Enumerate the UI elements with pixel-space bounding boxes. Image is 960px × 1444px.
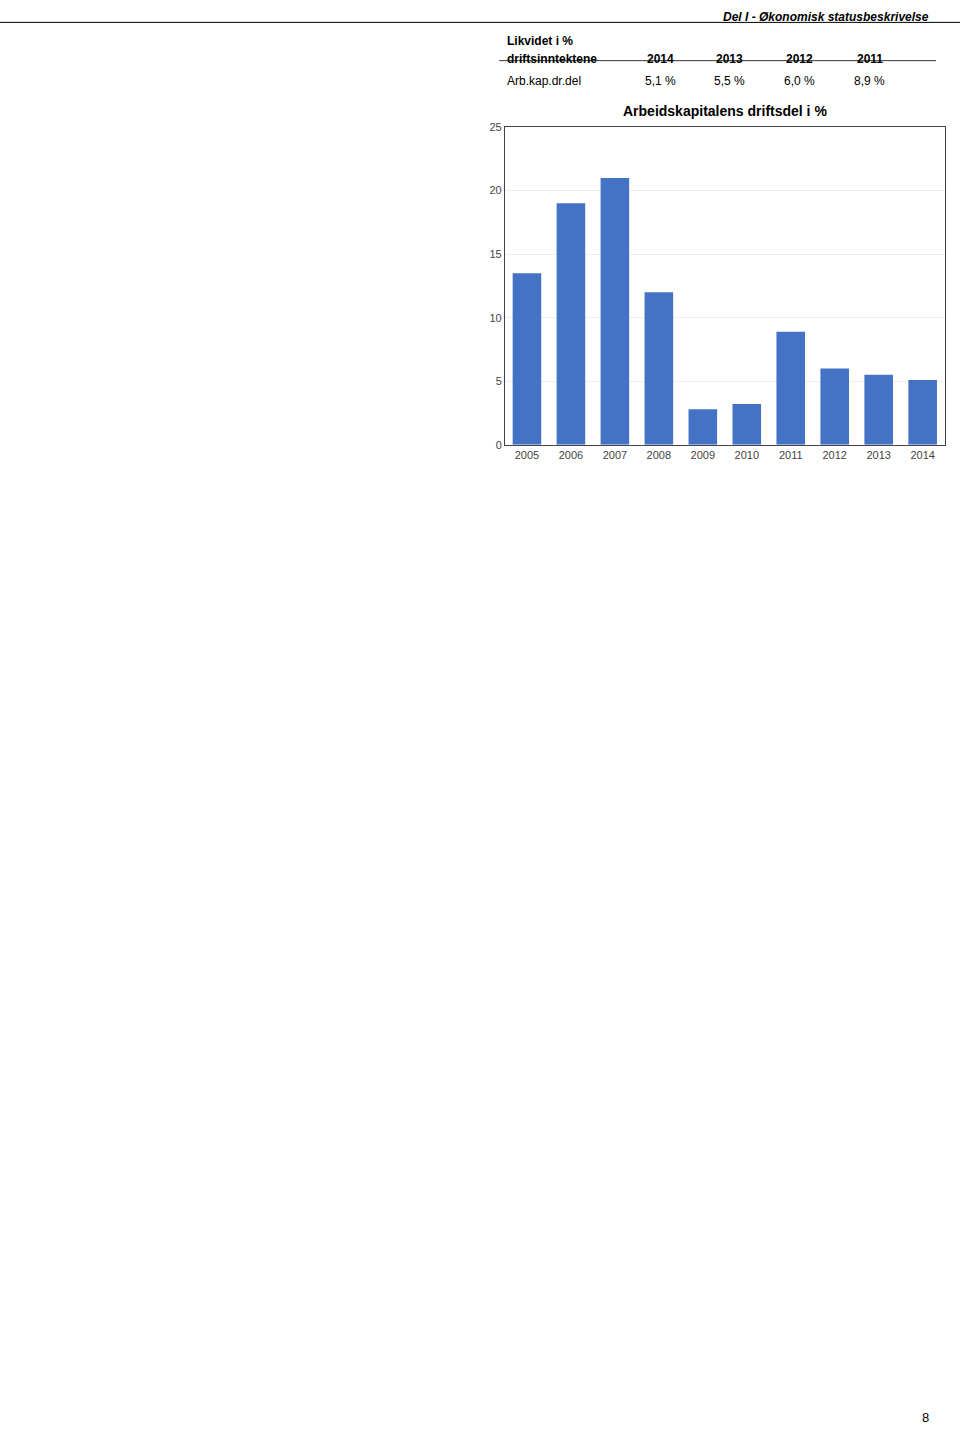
svg-text:20: 20 — [490, 184, 502, 196]
svg-text:2007: 2007 — [603, 449, 627, 461]
svg-text:8: 8 — [922, 1410, 929, 1425]
svg-text:Arb.kap.dr.del: Arb.kap.dr.del — [507, 74, 581, 88]
svg-text:0: 0 — [496, 439, 502, 451]
svg-text:15: 15 — [490, 248, 502, 260]
svg-text:2012: 2012 — [822, 449, 846, 461]
svg-text:2010: 2010 — [735, 449, 759, 461]
svg-text:2013: 2013 — [716, 52, 743, 66]
svg-text:2009: 2009 — [691, 449, 715, 461]
svg-text:6,0 %: 6,0 % — [784, 74, 815, 88]
svg-text:10: 10 — [490, 312, 502, 324]
svg-text:2014: 2014 — [647, 52, 674, 66]
svg-text:5,1 %: 5,1 % — [645, 74, 676, 88]
svg-text:8,9 %: 8,9 % — [854, 74, 885, 88]
svg-text:Del I - Økonomisk statusbeskri: Del I - Økonomisk statusbeskrivelse — [723, 10, 929, 24]
svg-text:driftsinntektene: driftsinntektene — [507, 52, 597, 66]
svg-text:2011: 2011 — [779, 449, 803, 461]
svg-text:2012: 2012 — [786, 52, 813, 66]
svg-text:25: 25 — [490, 121, 502, 133]
svg-text:2014: 2014 — [910, 449, 934, 461]
svg-text:Arbeidskapitalens driftsdel i: Arbeidskapitalens driftsdel i % — [623, 103, 827, 119]
svg-text:2006: 2006 — [559, 449, 583, 461]
svg-text:Likvidet i %: Likvidet i % — [507, 34, 573, 48]
svg-text:5: 5 — [496, 375, 502, 387]
svg-text:2008: 2008 — [647, 449, 671, 461]
svg-text:5,5 %: 5,5 % — [714, 74, 745, 88]
svg-text:2013: 2013 — [866, 449, 890, 461]
svg-text:2011: 2011 — [857, 52, 883, 66]
svg-text:2005: 2005 — [515, 449, 539, 461]
